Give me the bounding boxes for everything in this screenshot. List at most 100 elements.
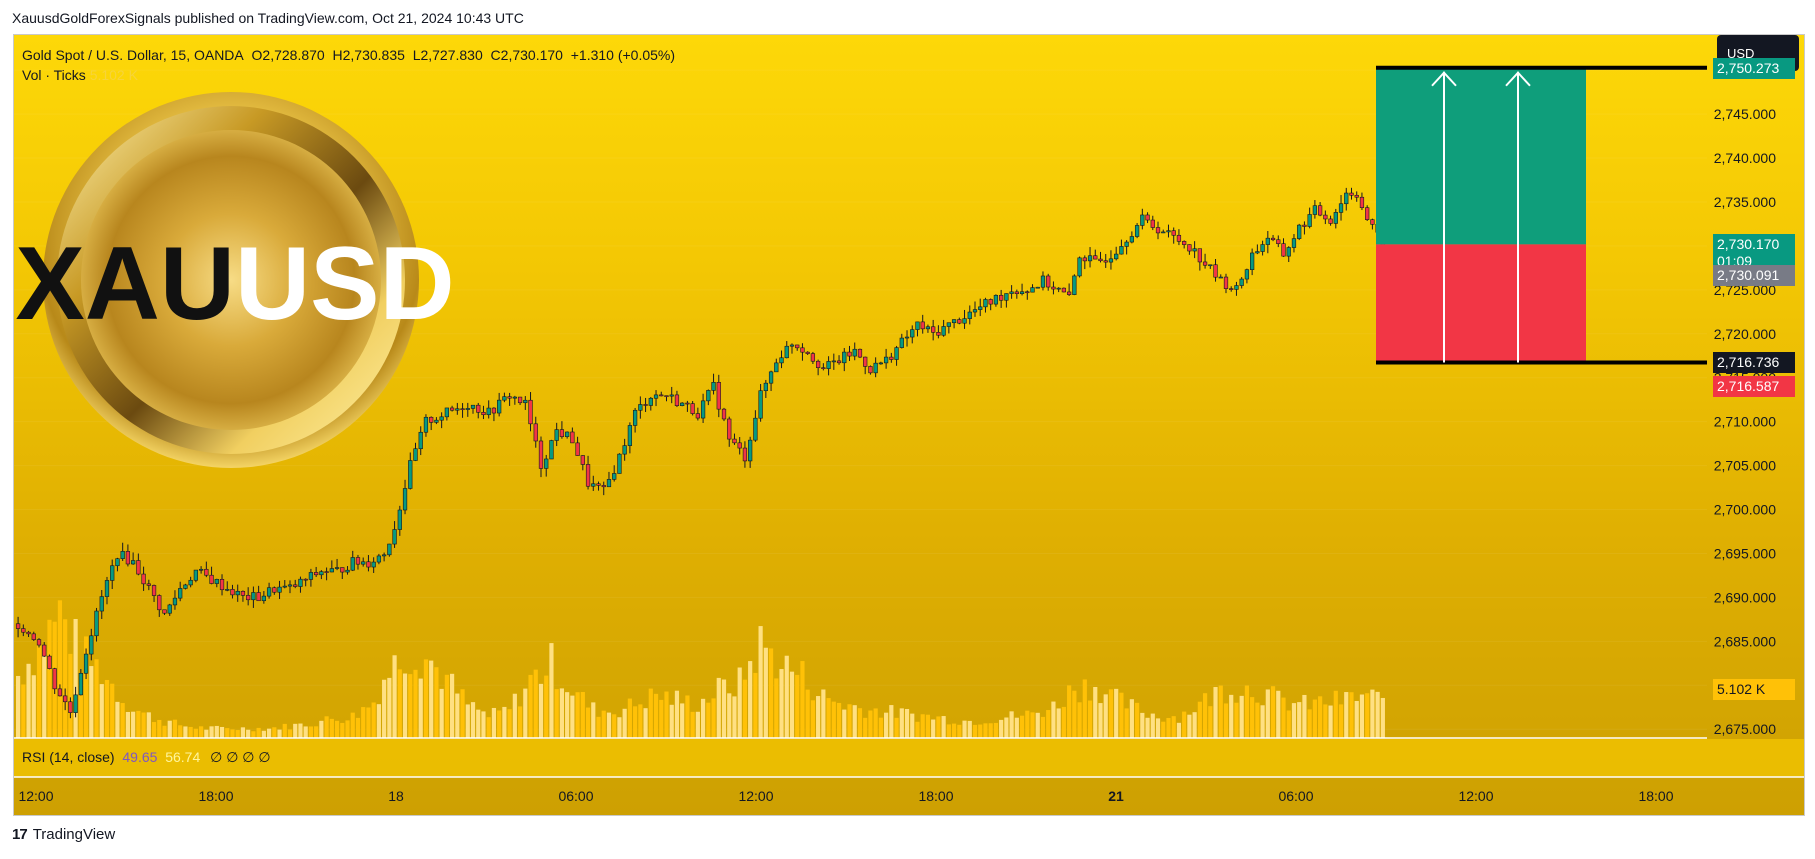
candle-body — [1056, 287, 1061, 290]
candle-body — [1035, 286, 1040, 289]
candle-body — [815, 360, 821, 369]
candle-body — [826, 361, 831, 369]
candle-body — [559, 429, 565, 437]
candle-body — [183, 584, 188, 589]
chart-frame[interactable]: XAU USD 2,675.0002,680.0002,685.0002,690… — [13, 34, 1805, 816]
candle-body — [857, 348, 863, 358]
candle-body — [873, 362, 878, 374]
volume-bar — [946, 724, 951, 738]
candle-body — [972, 309, 978, 313]
volume-bar — [768, 648, 774, 738]
candle-body — [418, 431, 423, 450]
candle-body — [721, 408, 727, 420]
candle-body — [632, 409, 638, 426]
price-axis[interactable]: 2,675.0002,680.0002,685.0002,690.0002,69… — [1714, 62, 1776, 737]
symbol-name: Gold Spot / U.S. Dollar, 15, OANDA — [22, 47, 244, 63]
volume-bar — [83, 636, 89, 738]
volume-bar — [1328, 705, 1333, 738]
volume-bar — [36, 641, 42, 738]
candle-body — [355, 557, 361, 565]
volume-bar — [983, 723, 988, 738]
price-tick-label: 2,675.000 — [1714, 721, 1776, 737]
volume-bar — [1040, 716, 1046, 738]
candle-body — [784, 345, 789, 359]
volume-bar — [680, 703, 685, 738]
volume-bar — [94, 659, 99, 738]
volume-label: Vol · Ticks — [22, 67, 86, 83]
candle-body — [831, 360, 836, 363]
candle-body — [863, 356, 868, 367]
high-value: H2,730.835 — [332, 47, 405, 63]
volume-bar — [716, 677, 721, 738]
candle-body — [141, 573, 146, 585]
volume-bar — [737, 667, 742, 738]
candle-body — [1323, 214, 1328, 220]
volume-bar — [1155, 718, 1161, 738]
volume-bar — [951, 723, 957, 738]
volume-bar — [246, 729, 251, 738]
grey-price-tag: 2,730.091 — [1713, 265, 1795, 287]
footer-brand: TradingView — [32, 826, 116, 843]
candle-body — [664, 395, 669, 397]
candle-body — [842, 351, 847, 364]
volume-bar — [1302, 694, 1307, 738]
candle-body — [680, 402, 685, 406]
volume-bar — [1056, 708, 1061, 738]
time-tick-label: 18:00 — [918, 788, 953, 804]
volume-bar — [821, 689, 826, 738]
candle-body — [460, 408, 465, 411]
candle-body — [967, 311, 972, 319]
volume-bar — [376, 704, 381, 738]
long-position-tool[interactable] — [1376, 65, 1707, 365]
candle-body — [1166, 230, 1171, 233]
volume-bar — [418, 678, 423, 738]
candle-body — [314, 572, 319, 576]
chart-canvas[interactable]: XAU USD 2,675.0002,680.0002,685.0002,690… — [14, 35, 1804, 815]
volume-bar — [674, 690, 680, 738]
candle-body — [251, 592, 256, 601]
candle-body — [1260, 244, 1265, 252]
volume-bar — [1291, 703, 1297, 738]
volume-bar — [450, 673, 455, 738]
candle-body — [585, 464, 591, 487]
volume-bar — [763, 647, 768, 738]
volume-bar — [1338, 704, 1344, 738]
volume-bar — [1229, 694, 1234, 738]
volume-bar — [842, 709, 847, 738]
rsi-label: RSI (14, close) — [22, 749, 115, 765]
candle-body — [638, 404, 643, 411]
candle-body — [392, 529, 397, 545]
target-price-tag: 2,750.273 — [1713, 57, 1795, 79]
candlestick-series — [15, 187, 1385, 719]
volume-bar — [277, 729, 282, 738]
candle-body — [444, 407, 450, 418]
volume-bar — [172, 719, 178, 738]
candle-body — [732, 438, 737, 444]
candle-body — [1202, 261, 1208, 266]
time-axis[interactable]: 12:00 18:00 18 06:00 12:00 18:00 21 06:00 12:00 1… — [18, 788, 1673, 804]
published-info: XauusdGoldForexSignals published on Trad… — [12, 10, 524, 26]
candle-body — [256, 592, 261, 602]
volume-bar — [606, 712, 612, 738]
candle-body — [1328, 218, 1333, 224]
candle-body — [1134, 225, 1140, 237]
volume-bar — [1093, 687, 1098, 738]
candle-body — [455, 408, 460, 411]
candle-body — [852, 348, 857, 357]
candle-body — [204, 568, 209, 576]
volume-bar — [559, 688, 564, 738]
candle-body — [878, 362, 884, 365]
volume-bar — [1103, 694, 1108, 738]
candle-body — [1344, 192, 1349, 205]
candle-body — [42, 644, 47, 657]
candle-body — [1119, 246, 1124, 255]
volume-bar — [685, 695, 690, 738]
candle-body — [549, 440, 554, 460]
candle-body — [1234, 285, 1239, 290]
volume-bar — [1150, 713, 1155, 738]
volume-bar — [324, 716, 329, 738]
candle-body — [1255, 251, 1260, 254]
candle-body — [727, 418, 732, 440]
volume-bar — [664, 691, 669, 738]
candle-body — [1281, 243, 1286, 257]
